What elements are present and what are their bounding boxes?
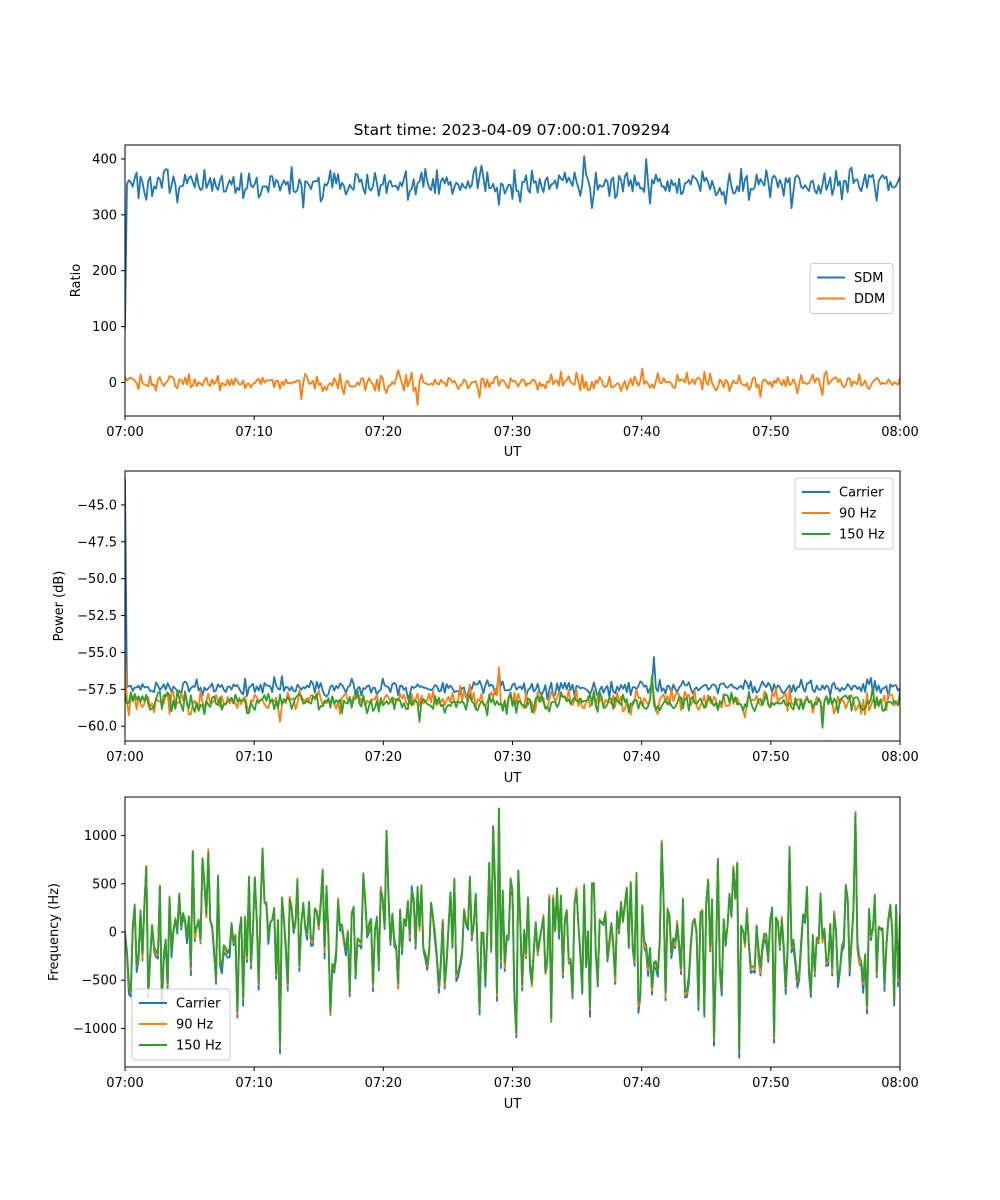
x-tick-label: 07:00 xyxy=(106,425,143,440)
x-tick-label: 07:00 xyxy=(106,1076,143,1091)
legend-label: 90 Hz xyxy=(176,1018,213,1033)
legend: Carrier 90 Hz 150 Hz xyxy=(131,988,231,1061)
y-tick-label: −55.0 xyxy=(77,646,117,661)
chart-panel-3: 07:00 07:10 07:20 07:30 07:40 07:50 08:00 −1000… xyxy=(47,796,919,1112)
x-axis-label: UT xyxy=(504,445,522,460)
y-axis-label: Frequency (Hz) xyxy=(47,883,62,981)
x-tick-label: 07:50 xyxy=(752,425,789,440)
series-line-150-hz xyxy=(125,807,900,1051)
y-tick-label: 500 xyxy=(92,877,117,892)
legend-label: Carrier xyxy=(176,997,221,1012)
y-tick-label: 100 xyxy=(92,320,117,335)
y-tick-label: −52.5 xyxy=(77,609,117,624)
legend-box xyxy=(809,263,894,314)
y-tick-label: −47.5 xyxy=(77,535,117,550)
x-tick-label: 07:40 xyxy=(623,1076,660,1091)
x-tick-label: 07:40 xyxy=(623,750,660,765)
legend: Carrier 90 Hz 150 Hz xyxy=(794,477,894,550)
legend-box xyxy=(131,988,231,1061)
y-axis-label: Ratio xyxy=(69,264,84,297)
y-tick-label: 1000 xyxy=(84,829,117,844)
y-tick-label: −60.0 xyxy=(77,720,117,735)
legend-box xyxy=(794,477,894,550)
legend-label: 90 Hz xyxy=(839,507,876,522)
series-line-sdm xyxy=(125,155,900,330)
x-tick-label: 07:40 xyxy=(623,425,660,440)
x-tick-label: 07:30 xyxy=(494,1076,531,1091)
series-line-carrier xyxy=(125,478,900,701)
legend: SDM DDM xyxy=(809,263,894,314)
x-axis-label: UT xyxy=(504,1097,522,1112)
series-line-90-hz xyxy=(125,652,900,723)
x-tick-label: 07:20 xyxy=(365,750,402,765)
y-tick-label: 0 xyxy=(109,376,117,391)
y-tick-label: 200 xyxy=(92,264,117,279)
legend-label: Carrier xyxy=(839,486,884,501)
chart-panel-1: 07:00 07:10 07:20 07:30 07:40 07:50 08:00 0 100 2… xyxy=(69,144,919,460)
x-tick-label: 07:10 xyxy=(235,425,272,440)
y-tick-label: 400 xyxy=(92,152,117,167)
y-tick-label: −500 xyxy=(81,974,117,989)
x-tick-label: 07:30 xyxy=(494,750,531,765)
series-line-ddm xyxy=(125,367,900,406)
y-tick-label: −57.5 xyxy=(77,683,117,698)
x-tick-label: 07:30 xyxy=(494,425,531,440)
x-tick-label: 07:20 xyxy=(365,1076,402,1091)
x-tick-label: 07:50 xyxy=(752,750,789,765)
legend-label: DDM xyxy=(854,292,885,307)
legend-label: 150 Hz xyxy=(176,1039,222,1054)
y-tick-label: −45.0 xyxy=(77,498,117,513)
y-axis-label: Power (dB) xyxy=(52,571,67,642)
legend-label: SDM xyxy=(854,271,883,286)
x-tick-label: 08:00 xyxy=(881,750,918,765)
x-tick-label: 07:10 xyxy=(235,1076,272,1091)
x-tick-label: 07:10 xyxy=(235,750,272,765)
y-tick-label: −50.0 xyxy=(77,572,117,587)
y-tick-label: 0 xyxy=(109,926,117,941)
x-tick-label: 07:50 xyxy=(752,1076,789,1091)
x-axis-label: UT xyxy=(504,771,522,786)
legend-label: 150 Hz xyxy=(839,528,885,543)
y-tick-label: 300 xyxy=(92,208,117,223)
x-tick-label: 08:00 xyxy=(881,1076,918,1091)
chart-title: Start time: 2023-04-09 07:00:01.709294 xyxy=(354,121,671,139)
x-tick-label: 07:20 xyxy=(365,425,402,440)
x-tick-label: 07:00 xyxy=(106,750,143,765)
series-line-150-hz xyxy=(125,675,900,729)
x-tick-label: 08:00 xyxy=(881,425,918,440)
chart-panel-2: 07:00 07:10 07:20 07:30 07:40 07:50 08:00 −60.0… xyxy=(52,470,919,786)
y-tick-label: −1000 xyxy=(73,1022,117,1037)
